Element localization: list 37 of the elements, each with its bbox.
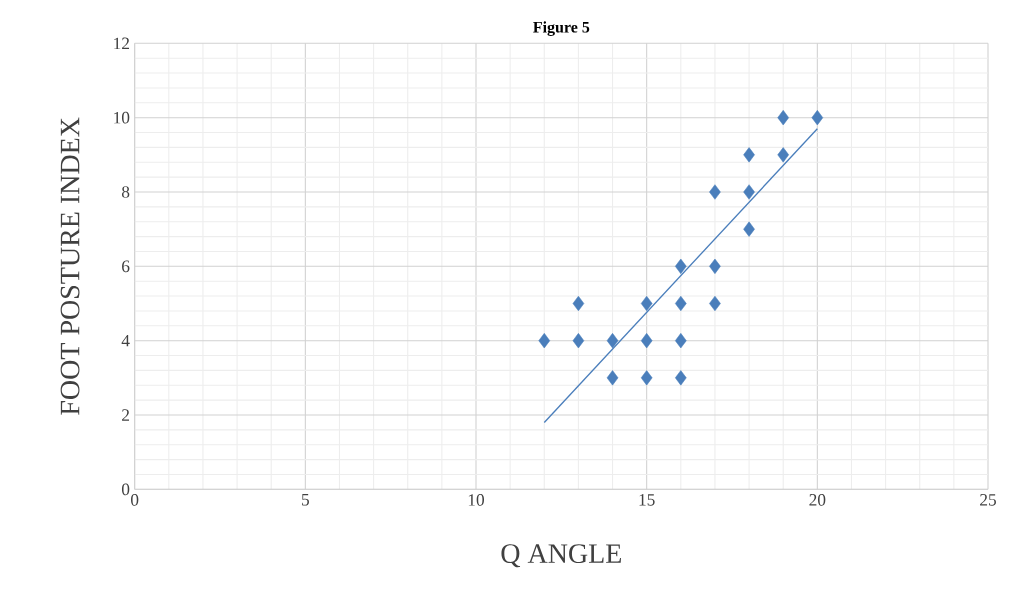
y-tick-label: 6 xyxy=(122,260,130,272)
x-tick-label: 5 xyxy=(302,493,309,506)
x-tick-label: 20 xyxy=(809,493,826,506)
y-axis-title: FOOT POSTURE INDEX xyxy=(60,117,80,415)
point xyxy=(538,332,551,349)
point xyxy=(640,370,653,386)
x-tick-label: 0 xyxy=(131,493,139,506)
point xyxy=(640,332,653,349)
point xyxy=(675,258,687,274)
point xyxy=(709,258,721,274)
point xyxy=(743,184,755,200)
point xyxy=(743,147,755,163)
y-tick-label: 12 xyxy=(114,37,130,49)
point xyxy=(777,147,789,163)
y-tick-label: 8 xyxy=(121,186,130,198)
x-tick-label: 25 xyxy=(980,493,996,506)
point xyxy=(777,109,789,126)
chart-title: Figure 5 xyxy=(533,21,590,36)
point xyxy=(640,295,653,311)
point xyxy=(743,221,755,237)
point xyxy=(811,109,824,126)
y-tick-label: 4 xyxy=(121,334,130,347)
point xyxy=(606,370,619,386)
x-axis-title: Q ANGLE xyxy=(501,544,621,568)
x-tick-label: 15 xyxy=(639,493,655,506)
point xyxy=(709,295,721,311)
point xyxy=(709,184,721,200)
x-tick-label: 10 xyxy=(468,493,485,506)
point xyxy=(572,332,585,349)
point xyxy=(675,295,687,311)
y-tick-label: 2 xyxy=(122,409,130,421)
point xyxy=(606,332,619,349)
y-tick-label: 0 xyxy=(121,483,130,496)
point xyxy=(572,295,585,311)
y-tick-label: 10 xyxy=(114,111,130,124)
point xyxy=(675,370,687,386)
point xyxy=(675,332,687,349)
